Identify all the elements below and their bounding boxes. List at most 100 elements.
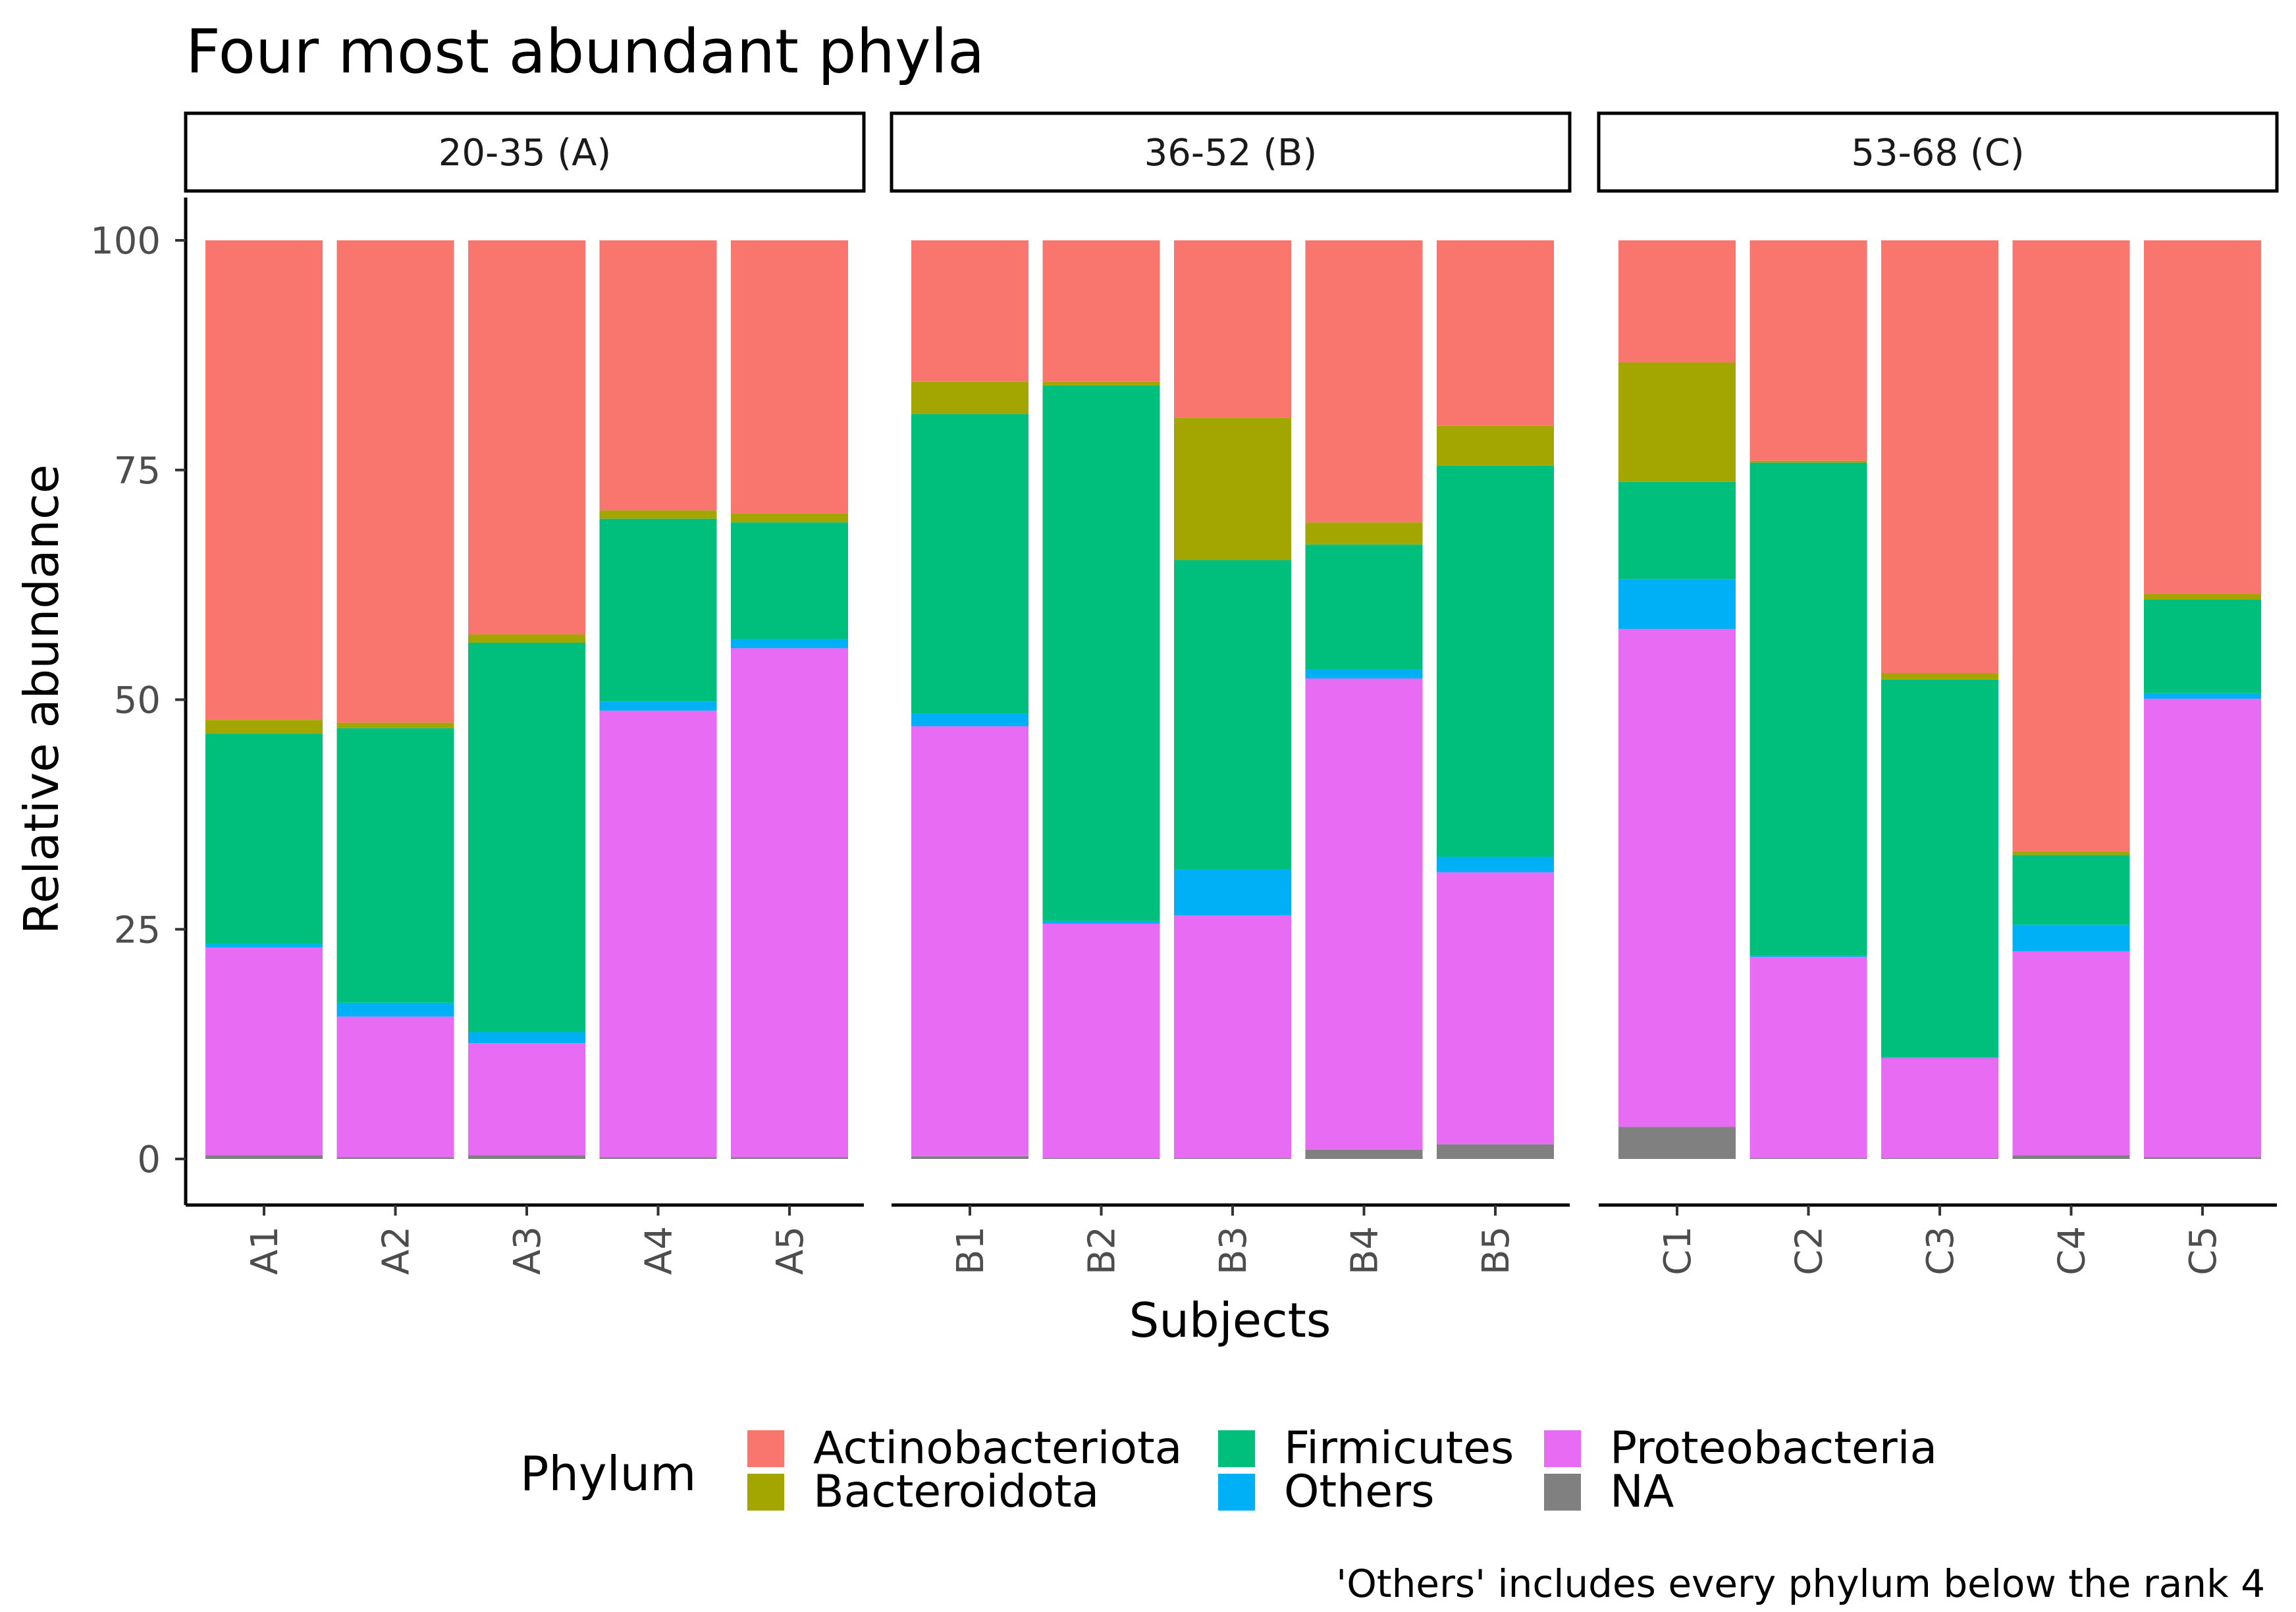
bar-segment-actinobacteriota (1618, 240, 1736, 363)
legend-item: Bacteroidota (747, 1466, 1099, 1518)
legend-item: Others (1218, 1466, 1435, 1518)
legend-label: Proteobacteria (1610, 1422, 1937, 1474)
bar-segment-others (1749, 955, 1867, 957)
bar-segment-bacteroidota (2012, 851, 2130, 855)
bar-segment-others (1881, 1057, 1998, 1058)
bar-segment-na (731, 1157, 848, 1159)
chart-title: Four most abundant phyla (186, 16, 984, 87)
facet-strip (1597, 111, 2279, 193)
x-tick-label: A4 (638, 1226, 681, 1275)
x-tick-label: C2 (1788, 1226, 1831, 1276)
legend-label: Bacteroidota (813, 1466, 1099, 1518)
bar-segment-bacteroidota (1618, 362, 1736, 482)
bar-segment-firmicutes (1437, 465, 1554, 857)
x-tick-label: A2 (375, 1226, 418, 1275)
bar-segment-bacteroidota (1881, 673, 1998, 680)
y-tick-label: 50 (114, 680, 161, 722)
bar-segment-others (1174, 869, 1291, 916)
bar-segment-firmicutes (1749, 462, 1867, 956)
bar-segment-proteobacteria (1305, 678, 1423, 1150)
y-tick-label: 75 (114, 450, 161, 493)
bar-segment-bacteroidota (1749, 460, 1867, 463)
bar-segment-actinobacteriota (1437, 240, 1554, 426)
facet-panel: 53-68 (C) C1 C2 C3 C4 C5 (1597, 111, 2279, 1276)
x-tick-label: A1 (244, 1226, 286, 1275)
bar-segment-others (599, 701, 717, 711)
x-axis-title: Subjects (1129, 1293, 1331, 1348)
bar-segment-na (1881, 1158, 1998, 1159)
legend-title: Phylum (520, 1446, 696, 1501)
bar-segment-others (1618, 579, 1736, 630)
bar-segment-actinobacteriota (1174, 240, 1291, 418)
bar-segment-proteobacteria (599, 711, 717, 1158)
bar-segment-proteobacteria (1174, 915, 1291, 1158)
bar-segment-actinobacteriota (911, 240, 1028, 382)
bar-segment-proteobacteria (2012, 951, 2130, 1156)
bar-segment-na (2012, 1155, 2130, 1159)
bar-segment-na (205, 1155, 323, 1159)
chart-caption: 'Others' includes every phylum below the… (1336, 1561, 2265, 1606)
bar-segment-na (1042, 1158, 1160, 1159)
bar-segment-bacteroidota (2144, 594, 2261, 600)
bar-segment-bacteroidota (731, 513, 848, 523)
bar-segment-firmicutes (1618, 481, 1736, 579)
facet-strip (184, 111, 866, 193)
bar-segment-others (468, 1032, 585, 1044)
bar-segment-na (1174, 1158, 1291, 1159)
legend-key (1544, 1474, 1581, 1511)
legend-label: Actinobacteriota (813, 1422, 1182, 1474)
x-tick-label: B3 (1212, 1226, 1255, 1275)
bar-segment-bacteroidota (1174, 417, 1291, 560)
bar-segment-proteobacteria (731, 648, 848, 1158)
bar-segment-actinobacteriota (205, 240, 323, 720)
x-tick-label: B1 (949, 1226, 992, 1275)
bar-segment-proteobacteria (205, 948, 323, 1156)
bar-segment-firmicutes (1881, 679, 1998, 1058)
bar-segment-na (1437, 1144, 1554, 1159)
bar-segment-na (1305, 1150, 1423, 1159)
bar-segment-firmicutes (468, 643, 585, 1033)
facet-strip (890, 111, 1572, 193)
bar-segment-na (336, 1157, 454, 1159)
legend-label: Firmicutes (1284, 1422, 1514, 1474)
x-tick-label: B4 (1344, 1226, 1387, 1275)
legend-item: NA (1544, 1466, 1674, 1518)
legend-item: Actinobacteriota (747, 1422, 1182, 1474)
bar-segment-proteobacteria (1749, 957, 1867, 1158)
bar-segment-firmicutes (2012, 855, 2130, 925)
bar-segment-bacteroidota (911, 381, 1028, 414)
bar-segment-proteobacteria (336, 1016, 454, 1158)
bar-segment-firmicutes (1174, 560, 1291, 870)
bar-segment-firmicutes (336, 728, 454, 1003)
legend-label: Others (1284, 1466, 1435, 1518)
bar-segment-bacteroidota (1305, 522, 1423, 545)
legend-label: NA (1610, 1466, 1674, 1518)
bar-segment-others (205, 944, 323, 948)
bar-segment-firmicutes (1042, 385, 1160, 921)
x-tick-label: C5 (2182, 1226, 2225, 1276)
bar-segment-others (1042, 921, 1160, 924)
facet-strip-label: 53-68 (C) (1851, 132, 2024, 175)
bar-segment-na (1618, 1127, 1736, 1159)
y-tick-label: 100 (90, 220, 161, 263)
bar-segment-firmicutes (2144, 599, 2261, 693)
bar-segment-actinobacteriota (2012, 240, 2130, 851)
bar-segment-na (2144, 1157, 2261, 1159)
bar-segment-actinobacteriota (1881, 240, 1998, 674)
legend-key (1218, 1430, 1255, 1467)
y-axis: 0 25 50 75 100 (90, 198, 188, 1205)
bar-segment-others (2012, 925, 2130, 952)
bar-segment-proteobacteria (1042, 923, 1160, 1158)
facet-panel: 36-52 (B) B1 B2 B3 B4 B5 (890, 111, 1572, 1275)
legend-key (747, 1430, 784, 1467)
bar-segment-firmicutes (205, 734, 323, 944)
bar-segment-others (911, 713, 1028, 726)
bar-segment-actinobacteriota (336, 240, 454, 723)
bar-segment-actinobacteriota (1749, 240, 1867, 461)
bar-segment-firmicutes (731, 522, 848, 639)
bar-segment-bacteroidota (205, 720, 323, 734)
bar-segment-proteobacteria (1881, 1058, 1998, 1158)
bar-segment-others (1437, 857, 1554, 873)
bar-segment-others (731, 639, 848, 649)
